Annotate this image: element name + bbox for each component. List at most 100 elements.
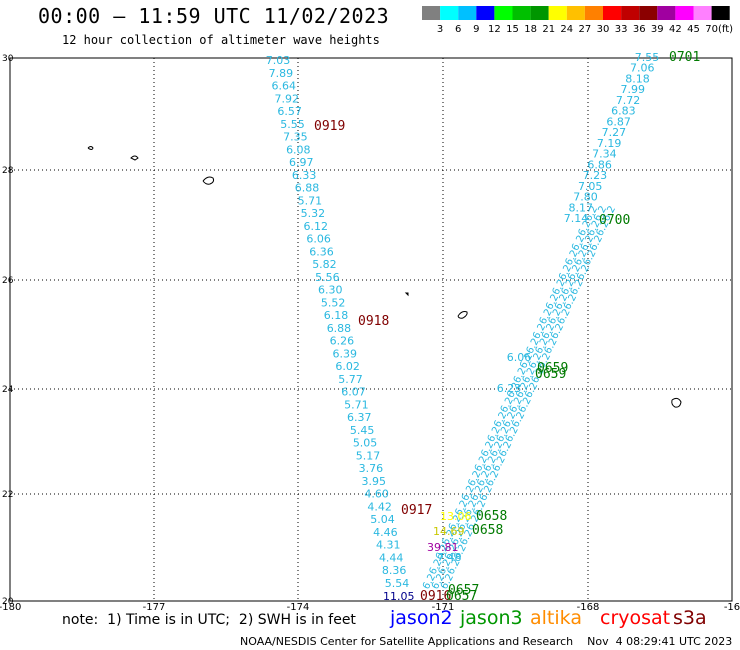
legend-swatch: [458, 6, 477, 20]
x-tick-label: -177: [143, 602, 166, 612]
legend-tick-label: 9: [473, 24, 479, 35]
legend-swatch: [639, 6, 658, 20]
legend-tick-label: 15: [506, 24, 519, 35]
swh-value-left-track: 4.31: [376, 539, 401, 552]
swh-value-left-track: 3.76: [359, 462, 384, 475]
island-outline: [457, 311, 468, 319]
legend-tick-label: 30: [597, 24, 610, 35]
pass-time-label: 0657: [448, 583, 479, 598]
legend-tick-label: 24: [560, 24, 573, 35]
swh-value-high: 11.05: [383, 590, 415, 603]
legend-swatch: [657, 6, 676, 20]
legend-swatch: [584, 6, 603, 20]
legend-tick-label: 39: [651, 24, 664, 35]
legend-tick-label: 70: [705, 24, 718, 35]
swh-value-high: 13.06: [440, 510, 472, 523]
legend-swatch: [422, 6, 441, 20]
island-outline: [202, 176, 215, 185]
legend-swatch: [693, 6, 712, 20]
swh-value-right-track: 7.06: [630, 62, 655, 75]
swh-value-right-track: 7.55: [635, 51, 660, 64]
legend-tick-label: 3: [437, 24, 443, 35]
swh-value-left-track: 5.77: [338, 373, 363, 386]
legend-tick-label: 33: [615, 24, 628, 35]
legend-tick-label: 6: [455, 24, 461, 35]
swh-value-left-track: 8.36: [382, 564, 407, 577]
swh-value-left-track: 5.54: [385, 577, 410, 590]
y-tick-label: 30: [2, 54, 14, 64]
legend-swatch: [711, 6, 730, 20]
swh-value-left-track: 5.71: [344, 398, 369, 411]
swh-value-left-track: 6.12: [303, 220, 328, 233]
swh-value-left-track: 6.37: [347, 411, 372, 424]
island-outline: [130, 155, 139, 161]
swh-value-left-track: 6.33: [292, 169, 317, 182]
satellite-jason2-label: jason2: [390, 607, 453, 629]
swh-value-left-track: 4.42: [367, 500, 392, 513]
island-outline: [87, 146, 94, 150]
pass-time-label: 0659: [535, 367, 566, 382]
satellite-altika-label: altika: [530, 607, 582, 629]
swh-value-left-track: 7.92: [274, 92, 299, 105]
swh-value-right-track: 7.99: [621, 83, 646, 96]
swh-value-right-track: 8.17: [568, 201, 593, 214]
footnote: note: 1) Time is in UTC; 2) SWH is in fe…: [62, 612, 356, 628]
y-tick-label: 26: [2, 276, 14, 286]
swh-value-left-track: 6.88: [327, 322, 352, 335]
satellite-s3a-label: s3a: [673, 607, 707, 629]
swh-value-mid: 6.06: [507, 351, 532, 364]
swh-value-right-track: 7.19: [597, 137, 622, 150]
swh-value-right-track: 7.27: [602, 126, 627, 139]
legend-tick-label: 18: [524, 24, 537, 35]
swh-value-left-track: 6.18: [324, 309, 349, 322]
legend-unit-label: (ft): [718, 24, 733, 35]
swh-value-left-track: 7.35: [283, 131, 308, 144]
swh-value-right-track: 7.23: [583, 169, 608, 182]
swh-value-left-track: 6.30: [318, 284, 343, 297]
swh-value-left-track: 7.89: [269, 67, 294, 80]
swh-value-left-track: 6.26: [330, 335, 355, 348]
legend-swatch: [512, 6, 531, 20]
island-outline: [404, 292, 409, 297]
y-tick-label: 20: [2, 597, 14, 607]
pass-time-label: 0658: [472, 523, 503, 538]
pass-time-label: 0700: [599, 213, 630, 228]
legend-tick-label: 21: [542, 24, 555, 35]
swh-value-left-track: 5.55: [280, 118, 305, 131]
legend-tick-label: 42: [669, 24, 682, 35]
legend-tick-label: 45: [687, 24, 700, 35]
swh-value-left-track: 5.82: [312, 258, 337, 271]
map-subtitle: 12 hour collection of altimeter wave hei…: [62, 33, 380, 47]
swh-value-right-track: 6.86: [587, 158, 612, 171]
legend-swatch: [440, 6, 459, 20]
swh-value-left-track: 5.04: [370, 513, 395, 526]
swh-value-high: 14.69: [433, 525, 465, 538]
swh-value-left-track: 6.64: [272, 80, 297, 93]
swh-value-left-track: 5.17: [356, 449, 381, 462]
legend-tick-label: 36: [633, 24, 646, 35]
x-tick-label: -171: [432, 602, 455, 612]
swh-value-right-track: 6.83: [611, 105, 636, 118]
swh-value-left-track: 6.88: [295, 182, 320, 195]
pass-time-label: 0918: [358, 314, 389, 329]
legend-tick-label: 12: [488, 24, 501, 35]
swh-value-left-track: 6.06: [306, 233, 331, 246]
swh-value-left-track: 6.57: [277, 105, 302, 118]
swh-value-right-track: 6.87: [606, 115, 631, 128]
legend-swatch: [494, 6, 513, 20]
swh-value-left-track: 5.45: [350, 424, 375, 437]
swh-value-left-track: 5.32: [301, 207, 326, 220]
swh-value-left-track: 5.05: [353, 437, 378, 450]
legend-tick-label: 27: [579, 24, 592, 35]
footer-credit: NOAA/NESDIS Center for Satellite Applica…: [240, 635, 733, 648]
map-title: 00:00 – 11:59 UTC 11/02/2023: [38, 4, 390, 28]
pass-time-label: 0917: [401, 503, 432, 518]
legend-swatch: [530, 6, 549, 20]
x-tick-label: -16: [724, 602, 740, 612]
x-tick-label: -168: [577, 602, 600, 612]
swh-value-right-track: 7.05: [578, 180, 603, 193]
swh-value-left-track: 6.08: [286, 143, 311, 156]
x-tick-label: -180: [0, 602, 21, 612]
y-tick-label: 22: [2, 490, 13, 500]
y-tick-label: 24: [2, 385, 14, 395]
